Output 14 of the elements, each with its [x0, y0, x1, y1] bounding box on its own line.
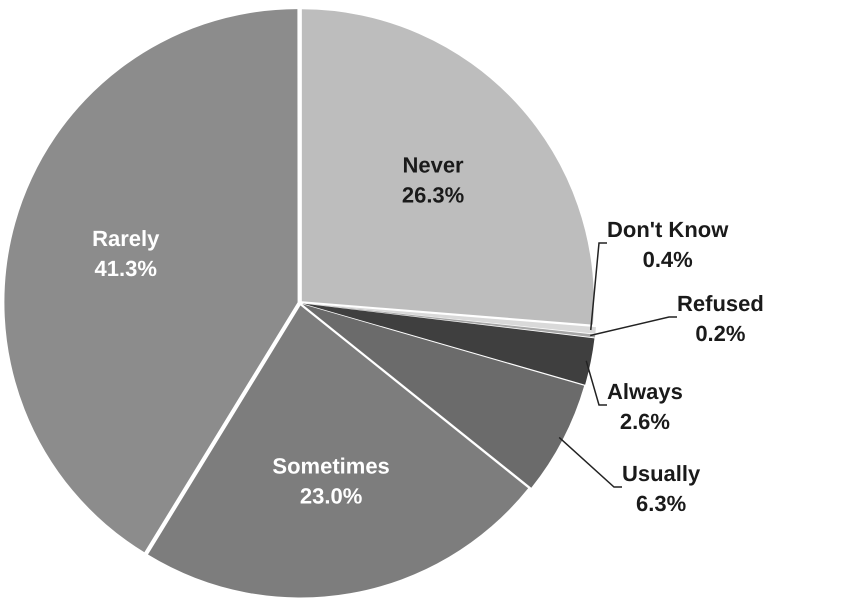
- slice-label: Usually: [622, 461, 702, 486]
- data-label: 23.0%: [300, 483, 362, 508]
- data-label: 41.3%: [94, 256, 157, 281]
- slice-label: Don't Know: [607, 217, 730, 242]
- data-label: 26.3%: [402, 182, 464, 208]
- data-label: 6.3%: [636, 491, 686, 516]
- data-label: 2.6%: [620, 409, 670, 434]
- slice-label: Never: [402, 152, 464, 178]
- slice-label: Always: [607, 379, 683, 404]
- slice-label: Sometimes: [272, 453, 390, 478]
- slice-label: Refused: [677, 291, 764, 316]
- slice-label: Rarely: [92, 226, 160, 251]
- data-label: 0.4%: [642, 247, 693, 272]
- data-label: 0.2%: [695, 321, 746, 346]
